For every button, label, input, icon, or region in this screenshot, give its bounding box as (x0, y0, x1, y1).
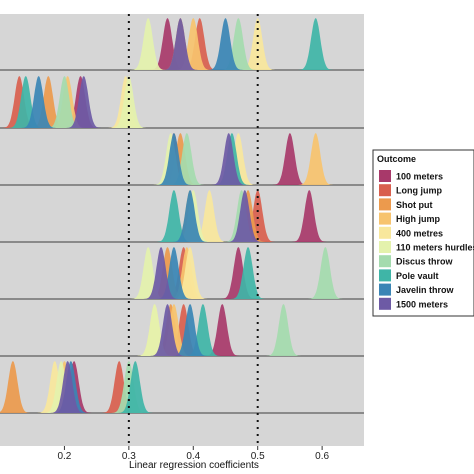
x-tick-label: 0.5 (251, 451, 265, 462)
ridge-row (136, 304, 302, 356)
density-1500-meters (149, 304, 187, 356)
density-high-jump (297, 133, 335, 185)
density-shot-put (0, 361, 32, 413)
density-pole-vault (116, 361, 154, 413)
density-high-jump (174, 18, 212, 70)
density-1500-meters (161, 18, 199, 70)
x-axis-title: Linear regression coefficients (129, 460, 259, 471)
density-1500-meters (210, 133, 248, 185)
legend-swatch (379, 297, 391, 310)
legend-swatch (379, 184, 391, 197)
density-100-meters (271, 133, 309, 185)
density-long-jump (100, 361, 138, 413)
legend-label: Long jump (396, 186, 442, 196)
reference-lines (127, 14, 259, 446)
legend-swatch (379, 212, 391, 225)
density-400-metres (36, 361, 74, 413)
density-1500-meters (49, 361, 87, 413)
ridge-row (129, 247, 344, 299)
legend-label: High jump (396, 214, 440, 224)
density-discus-throw (45, 76, 83, 128)
legend-swatch (379, 255, 391, 268)
density-pole-vault (7, 76, 45, 128)
density-1500-meters (142, 247, 180, 299)
density-400-metres (219, 133, 257, 185)
legend-label: 110 meters hurdles (396, 243, 474, 253)
density-discus-throw (168, 133, 206, 185)
density-100-meters (149, 18, 187, 70)
ridge-row (155, 190, 328, 242)
density-shot-put (161, 133, 199, 185)
density-long-jump (239, 190, 277, 242)
x-tick-label: 0.6 (315, 451, 329, 462)
density-shot-put (149, 247, 187, 299)
density-javelin-throw (171, 304, 209, 356)
density-javelin-throw (155, 133, 193, 185)
legend-label: 100 meters (396, 172, 443, 182)
density-pole-vault (184, 304, 222, 356)
density-long-jump (181, 18, 219, 70)
density-long-jump (165, 304, 203, 356)
legend-swatch (379, 198, 391, 211)
density-110-meters-hurdles (110, 76, 148, 128)
density-javelin-throw (155, 247, 193, 299)
legend-swatch (379, 226, 391, 239)
legend: Outcome 100 meters Long jump Shot put High … (372, 149, 474, 317)
density-400-metres (171, 247, 209, 299)
density-110-meters-hurdles (129, 18, 167, 70)
legend-label: 1500 meters (396, 299, 448, 309)
density-discus-throw (264, 304, 302, 356)
density-110-meters-hurdles (136, 304, 174, 356)
legend-title: Outcome (377, 154, 416, 164)
legend-swatch (379, 283, 391, 296)
density-discus-throw (219, 18, 257, 70)
density-pole-vault (155, 190, 193, 242)
density-100-meters (290, 190, 328, 242)
density-high-jump (155, 304, 193, 356)
density-400-metres (190, 190, 228, 242)
density-pole-vault (297, 18, 335, 70)
density-1500-meters (226, 190, 264, 242)
density-1500-meters (65, 76, 103, 128)
x-tick-label: 0.4 (186, 451, 200, 462)
density-discus-throw (306, 247, 344, 299)
density-100-meters (219, 247, 257, 299)
legend-label: Shot put (396, 200, 433, 210)
density-shot-put (29, 76, 67, 128)
legend-swatch (379, 269, 391, 282)
density-javelin-throw (20, 76, 58, 128)
density-110-meters-hurdles (42, 361, 80, 413)
density-100-meters (203, 304, 241, 356)
legend-label: 400 metres (396, 228, 443, 238)
density-pole-vault (229, 247, 267, 299)
legend-label: Pole vault (396, 271, 439, 281)
ridge-row (0, 76, 148, 128)
x-tick-label: 0.2 (57, 451, 71, 462)
legend-label: Discus throw (396, 257, 454, 267)
density-ridges (0, 18, 344, 413)
legend-swatch (379, 170, 391, 182)
legend-swatch (379, 241, 391, 253)
density-long-jump (0, 76, 38, 128)
x-tick-label: 0.3 (122, 451, 136, 462)
density-javelin-throw (206, 18, 244, 70)
density-javelin-throw (171, 190, 209, 242)
ridge-row (152, 133, 335, 185)
x-axis: 0.2 0.3 0.4 0.5 0.6 (57, 446, 330, 462)
legend-label: Javelin throw (396, 285, 455, 295)
density-110-meters-hurdles (129, 247, 167, 299)
